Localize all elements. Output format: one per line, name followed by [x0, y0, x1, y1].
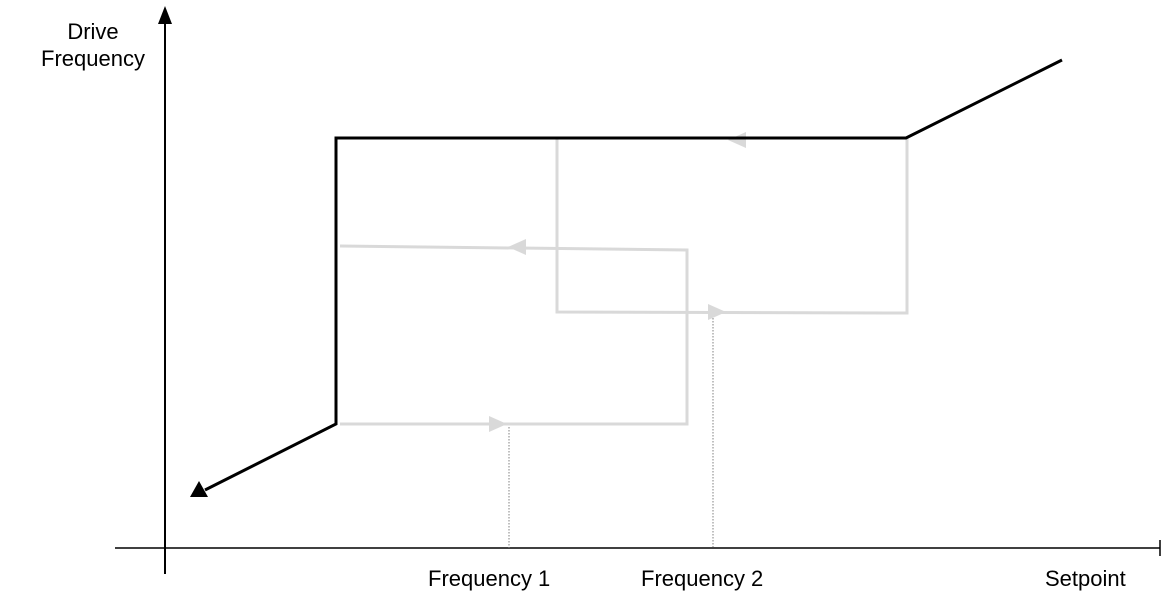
x-axis-label: Setpoint — [1045, 566, 1126, 591]
arrow-left-middle — [508, 239, 526, 255]
arrow-right-lower — [489, 416, 507, 432]
y-axis-label-line1: Drive — [67, 19, 119, 44]
arrow-left-top — [728, 132, 746, 148]
lower-band-loop — [339, 244, 689, 426]
arrow-right-upper — [708, 304, 726, 320]
drive-frequency-curve — [204, 58, 1063, 492]
y-axis-label-line2: Frequency — [41, 46, 145, 71]
upper-band-loop — [555, 138, 909, 315]
frequency-2-label: Frequency 2 — [641, 566, 764, 591]
skip-band-arrows — [489, 132, 746, 432]
y-axis-arrowhead — [158, 6, 172, 24]
curve-arrowhead-lower-left — [190, 481, 208, 497]
y-axis-label: Drive Frequency — [30, 18, 156, 72]
skip-band-paths — [339, 138, 909, 426]
frequency-1-label: Frequency 1 — [428, 566, 551, 591]
